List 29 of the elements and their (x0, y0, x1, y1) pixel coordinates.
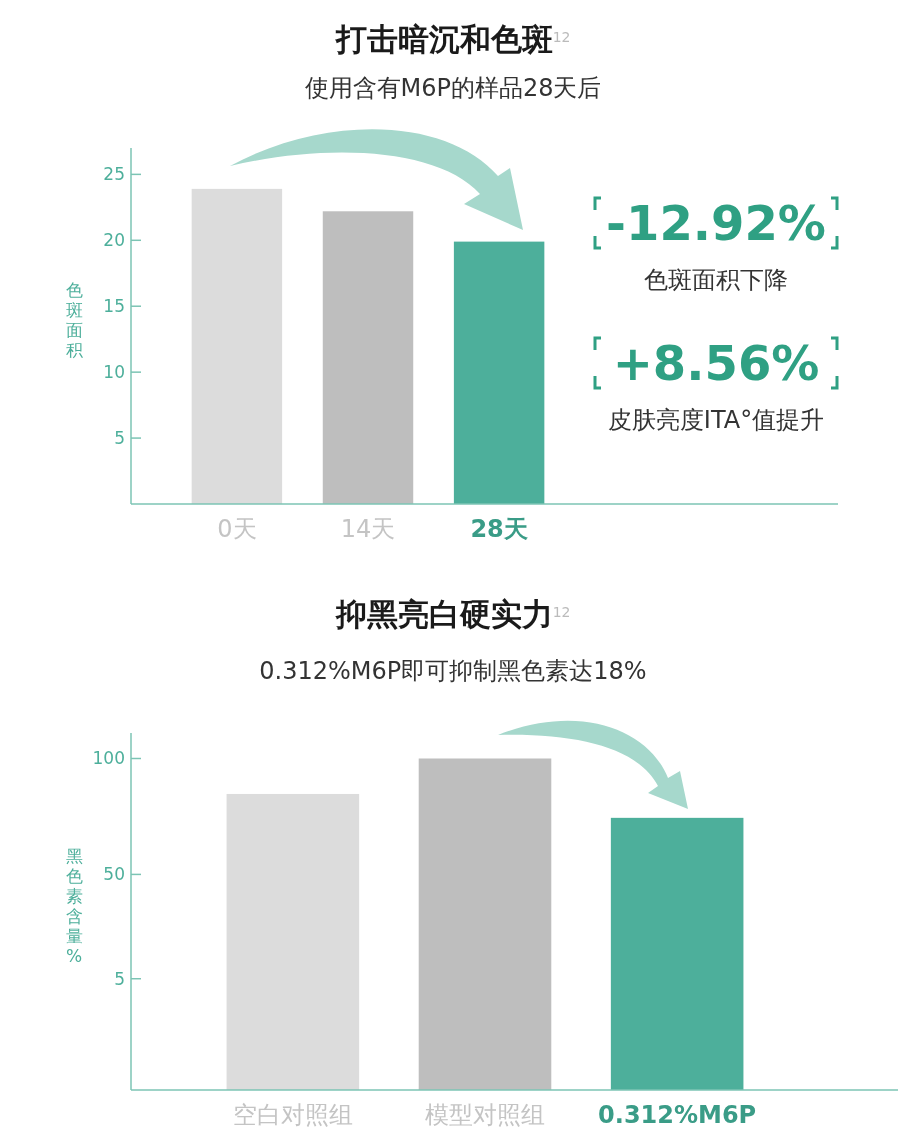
x-tick-label: 0.312%M6P (598, 1101, 757, 1129)
y-tick-label: 15 (103, 296, 125, 317)
bar (191, 188, 283, 504)
y-tick-label: 25 (103, 164, 125, 185)
y-tick-label: 20 (103, 230, 125, 251)
y-tick-label: 10 (103, 362, 125, 383)
bar (322, 211, 414, 504)
y-tick-label: 50 (103, 864, 125, 885)
y-axis-title: 色斑面积 (65, 280, 83, 360)
y-tick-label: 100 (92, 748, 125, 769)
chart-title: 打击暗沉和色斑$^{12}$ (333, 21, 571, 57)
bar (453, 241, 545, 504)
chart-title: 抑黑亮白硬实力$^{12}$ (334, 596, 571, 632)
bar (610, 817, 744, 1090)
bar (226, 793, 360, 1090)
x-tick-label: 模型对照组 (425, 1101, 545, 1129)
bar (418, 758, 552, 1090)
y-axis-title: 黑色素含量 % (65, 845, 83, 966)
chart-subtitle: 使用含有M6P的样品28天后 (304, 74, 602, 102)
text: +8.56% (612, 335, 820, 391)
y-tick-label: 5 (114, 428, 125, 449)
text: 色斑面积下降 (644, 266, 788, 294)
chart-subtitle: 0.312%M6P即可抑制黑色素达18% (259, 657, 647, 685)
text: 皮肤亮度ITA°值提升 (607, 406, 825, 434)
x-tick-label: 28天 (470, 515, 528, 543)
x-tick-label: 0天 (217, 515, 257, 543)
x-tick-label: 空白对照组 (232, 1101, 353, 1129)
x-tick-label: 14天 (340, 515, 396, 543)
y-tick-label: 5 (114, 968, 125, 989)
